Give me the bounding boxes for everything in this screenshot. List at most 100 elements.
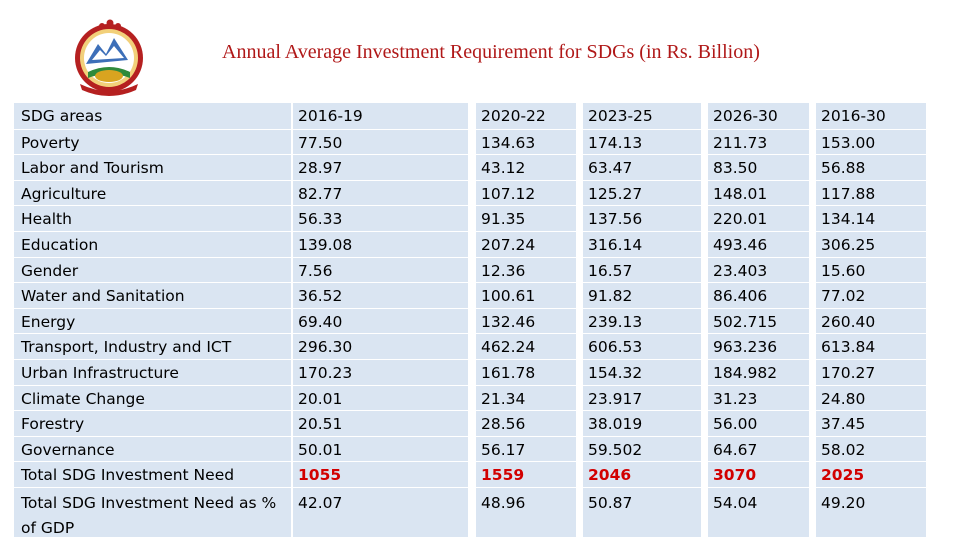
- header-label: SDG areas: [21, 107, 103, 125]
- cell: 31.23: [713, 389, 758, 408]
- cell: 7.56: [298, 261, 333, 280]
- cell: 77.02: [821, 287, 866, 306]
- cell: 613.84: [821, 338, 876, 357]
- row-label: Forestry: [21, 415, 85, 434]
- cell: 117.88: [821, 184, 876, 203]
- cell: 170.27: [821, 364, 876, 382]
- cell: 77.50: [298, 133, 343, 152]
- cell: 125.27: [588, 184, 643, 203]
- cell: 59.502: [588, 440, 643, 459]
- row-label: Urban Infrastructure: [21, 364, 179, 382]
- table-row: Poverty: [14, 128, 291, 154]
- cell: 63.47: [588, 159, 633, 178]
- table-row: Total SDG Investment Need as % of GDP: [14, 487, 291, 539]
- row-label: Education: [21, 236, 99, 254]
- table-row: Total SDG Investment Need: [14, 461, 291, 486]
- column-header: 2016-30: [821, 107, 886, 125]
- cell: 20.01: [298, 389, 343, 408]
- table-row: Energy: [14, 307, 291, 333]
- cell: 54.04: [713, 494, 758, 512]
- cell: 148.01: [713, 184, 768, 203]
- table-row: Forestry: [14, 410, 291, 435]
- row-label: Total SDG Investment Need: [21, 466, 235, 485]
- cell: 91.82: [588, 287, 633, 306]
- table-row: Water and Sanitation: [14, 282, 291, 307]
- cell: 963.236: [713, 338, 778, 357]
- cell: 161.78: [481, 364, 536, 382]
- row-label: Energy: [21, 312, 76, 331]
- column-header: 2026-30: [713, 107, 778, 125]
- cell: 82.77: [298, 184, 343, 203]
- row-label: Total SDG Investment Need as % of GDP: [21, 494, 277, 537]
- row-label: Poverty: [21, 133, 80, 152]
- cell: 211.73: [713, 133, 768, 152]
- cell: 154.32: [588, 364, 643, 382]
- cell: 174.13: [588, 133, 643, 152]
- cell: 48.96: [481, 494, 526, 512]
- cell: 606.53: [588, 338, 643, 357]
- cell: 502.715: [713, 312, 778, 331]
- table-row: Labor and Tourism: [14, 154, 291, 179]
- cell: 24.80: [821, 389, 866, 408]
- page-title: Annual Average Investment Requirement fo…: [222, 41, 760, 63]
- row-label: Labor and Tourism: [21, 159, 164, 178]
- cell: 16.57: [588, 261, 633, 280]
- table-row: Transport, Industry and ICT: [14, 333, 291, 358]
- table-row: Governance: [14, 435, 291, 461]
- cell: 50.87: [588, 494, 633, 512]
- cell: 37.45: [821, 415, 866, 434]
- total-cell: 2046: [588, 466, 632, 485]
- cell: 100.61: [481, 287, 536, 306]
- sdg-areas-column: SDG areas Poverty Labor and Tourism Agri…: [14, 103, 291, 537]
- cell: 296.30: [298, 338, 353, 357]
- column-2016-19: 2016-19 77.50 28.97 82.77 56.33 139.08 7…: [293, 103, 468, 537]
- cell: 58.02: [821, 440, 866, 459]
- column-header: 2016-19: [298, 107, 363, 125]
- total-cell: 1055: [298, 466, 342, 485]
- cell: 20.51: [298, 415, 343, 434]
- cell: 170.23: [298, 364, 353, 382]
- cell: 12.36: [481, 261, 526, 280]
- cell: 220.01: [713, 210, 768, 229]
- row-label: Health: [21, 210, 72, 229]
- nepal-emblem-icon: [75, 19, 143, 96]
- cell: 316.14: [588, 236, 643, 254]
- table-row: Education: [14, 231, 291, 256]
- column-2016-30: 2016-30 153.00 56.88 117.88 134.14 306.2…: [816, 103, 926, 537]
- cell: 86.406: [713, 287, 768, 306]
- cell: 49.20: [821, 494, 866, 512]
- cell: 23.403: [713, 261, 768, 280]
- cell: 56.88: [821, 159, 866, 178]
- cell: 207.24: [481, 236, 536, 254]
- total-cell: 2025: [821, 466, 865, 485]
- cell: 239.13: [588, 312, 643, 331]
- cell: 23.917: [588, 389, 643, 408]
- row-label: Gender: [21, 261, 79, 280]
- cell: 36.52: [298, 287, 343, 306]
- cell: 134.63: [481, 133, 536, 152]
- column-2023-25: 2023-25 174.13 63.47 125.27 137.56 316.1…: [583, 103, 701, 537]
- column-header: 2020-22: [481, 107, 546, 125]
- total-cell: 1559: [481, 466, 525, 485]
- table-row: Urban Infrastructure: [14, 359, 291, 384]
- cell: 132.46: [481, 312, 536, 331]
- cell: 69.40: [298, 312, 343, 331]
- cell: 28.56: [481, 415, 526, 434]
- cell: 462.24: [481, 338, 536, 357]
- total-cell: 3070: [713, 466, 757, 485]
- cell: 107.12: [481, 184, 536, 203]
- cell: 153.00: [821, 133, 876, 152]
- cell: 56.00: [713, 415, 758, 434]
- cell: 56.17: [481, 440, 526, 459]
- cell: 28.97: [298, 159, 343, 178]
- cell: 306.25: [821, 236, 876, 254]
- row-label: Water and Sanitation: [21, 287, 185, 306]
- table-row: Climate Change: [14, 384, 291, 410]
- cell: 50.01: [298, 440, 343, 459]
- cell: 134.14: [821, 210, 876, 229]
- column-header: 2023-25: [588, 107, 653, 125]
- cell: 56.33: [298, 210, 343, 229]
- cell: 493.46: [713, 236, 768, 254]
- cell: 21.34: [481, 389, 526, 408]
- cell: 38.019: [588, 415, 643, 434]
